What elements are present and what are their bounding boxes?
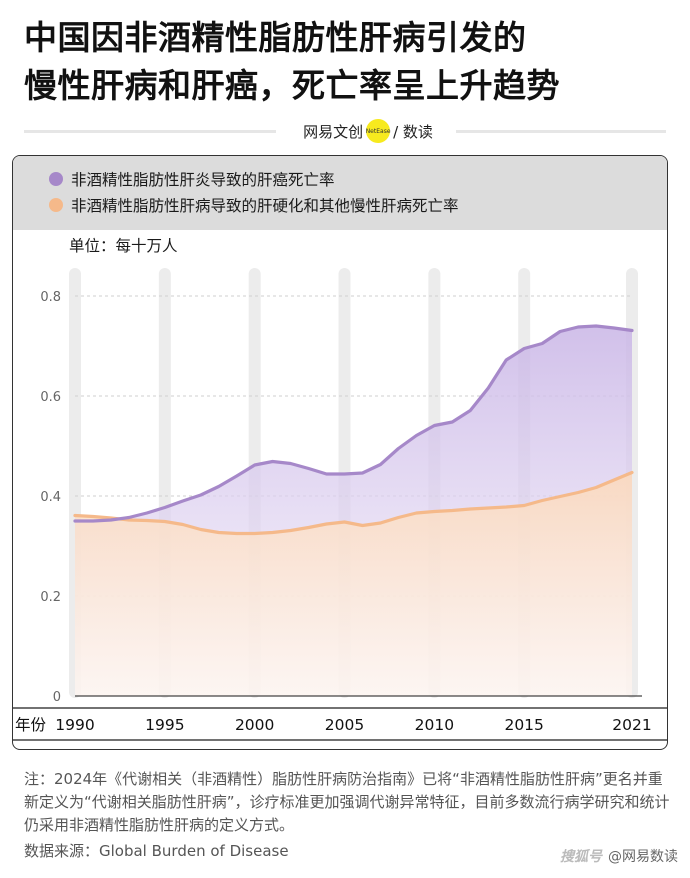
x-tick-label-1990: 1990 (55, 716, 94, 734)
x-axis-strip (13, 708, 667, 740)
x-tick-label-1995: 1995 (145, 716, 184, 734)
brand-name: 网易文创 (303, 122, 364, 141)
legend-label-liver-cancer: 非酒精性脂肪性肝炎导致的肝癌死亡率 (71, 171, 335, 189)
line-cirrhosis (73, 470, 634, 536)
legend-swatch-purple (49, 172, 63, 186)
data-source: 数据来源：Global Burden of Disease (24, 842, 289, 860)
divider-right (456, 130, 666, 133)
line-liver-cancer (73, 324, 634, 523)
legend-item-liver-cancer: 非酒精性脂肪性肝炎导致的肝癌死亡率 (49, 168, 335, 190)
brand-section: / 数读 (393, 122, 433, 141)
x-tick-label-2015: 2015 (504, 716, 543, 734)
area-cirrhosis (75, 472, 632, 696)
legend-swatch-orange (49, 198, 63, 212)
brand-badge-icon: NetEase (366, 119, 391, 143)
x-tick-label-2021: 2021 (612, 716, 651, 734)
y-tick-label-2: 0.4 (40, 490, 61, 505)
x-tick-label-2005: 2005 (325, 716, 364, 734)
title-line-2: 慢性肝病和肝癌，死亡率呈上升趋势 (24, 66, 560, 105)
legend: 非酒精性脂肪性肝炎导致的肝癌死亡率 非酒精性脂肪性肝病导致的肝硬化和其他慢性肝病… (13, 156, 667, 230)
brand-logo: 网易文创 NetEase / 数读 (282, 118, 454, 144)
legend-label-cirrhosis: 非酒精性脂肪性肝病导致的肝硬化和其他慢性肝病死亡率 (71, 197, 459, 215)
legend-item-cirrhosis: 非酒精性脂肪性肝病导致的肝硬化和其他慢性肝病死亡率 (49, 194, 459, 216)
y-tick-label-4: 0.8 (40, 290, 61, 305)
x-tick-label-2000: 2000 (235, 716, 274, 734)
watermark-right: @网易数读 (608, 849, 678, 865)
x-axis-label: 年份 (15, 716, 47, 734)
watermark: 搜狐号 @网易数读 (560, 846, 678, 866)
brand-row: 网易文创 NetEase / 数读 (24, 118, 666, 144)
divider-left (24, 130, 276, 133)
chart-card: 非酒精性脂肪性肝炎导致的肝癌死亡率 非酒精性脂肪性肝病导致的肝硬化和其他慢性肝病… (12, 155, 668, 750)
title-line-1: 中国因非酒精性脂肪性肝病引发的 (24, 18, 527, 57)
footnote: 注：2024年《代谢相关（非酒精性）脂肪性肝病防治指南》已将“非酒精性脂肪性肝病… (24, 770, 670, 834)
y-tick-label-1: 0.2 (40, 590, 61, 605)
y-tick-label-3: 0.6 (40, 390, 61, 405)
y-tick-label-0: 0 (53, 690, 61, 705)
unit-label: 单位：每十万人 (69, 237, 178, 255)
watermark-left: 搜狐号 (560, 849, 602, 865)
chart-title: 中国因非酒精性脂肪性肝病引发的 慢性肝病和肝癌，死亡率呈上升趋势 (24, 14, 674, 110)
x-tick-label-2010: 2010 (415, 716, 454, 734)
chart-plot: 0 0.2 0.4 0.6 0.8 年份 1990 1995 2000 2005 2010 2015 2… (13, 268, 667, 741)
